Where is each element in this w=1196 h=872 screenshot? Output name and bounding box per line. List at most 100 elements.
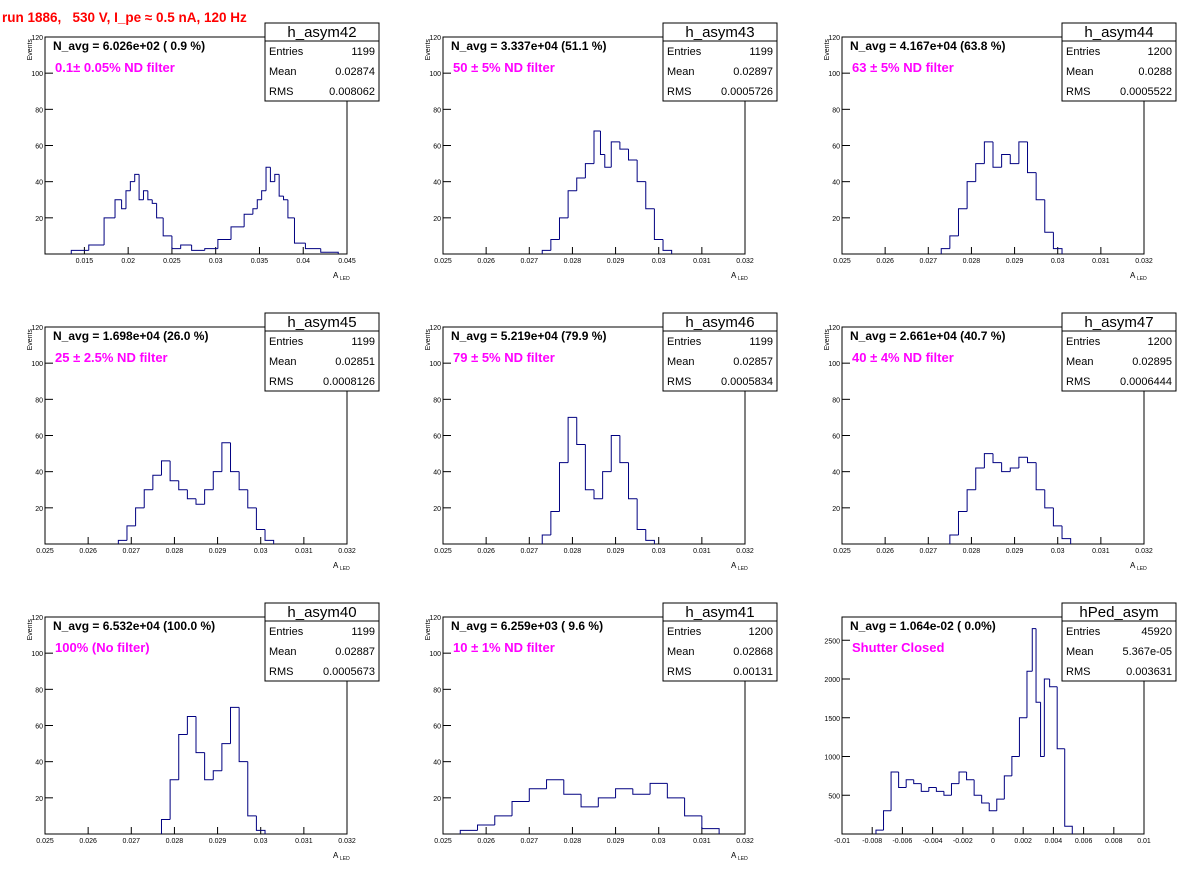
histogram-bin (204, 248, 218, 251)
histogram-bin (264, 529, 275, 544)
histogram-bin (1044, 199, 1054, 233)
x-tick-label: 0.027 (920, 548, 938, 555)
histogram-bin (576, 417, 586, 446)
y-tick-label: 80 (35, 107, 43, 114)
histogram-bin (983, 141, 993, 164)
histogram-bin (1052, 507, 1063, 527)
histogram-bin (156, 203, 164, 219)
filter-annotation: Shutter Closed (852, 640, 945, 655)
histogram-bin (988, 803, 997, 812)
histogram-bin (1018, 456, 1028, 469)
x-tick-label: 0.032 (338, 838, 356, 845)
y-tick-label: 20 (832, 216, 840, 223)
histogram-bin (511, 800, 530, 816)
y-tick-label: 40 (832, 180, 840, 187)
x-tick-label: 0.029 (607, 258, 625, 265)
y-tick-label: 100 (31, 651, 43, 658)
stats-box-title: h_asym44 (1084, 24, 1153, 41)
y-tick-label: 60 (832, 434, 840, 441)
y-tick-label: 120 (31, 615, 43, 622)
y-tick-label: 120 (31, 325, 43, 332)
y-tick-label: 40 (832, 470, 840, 477)
filter-annotation: 50 ± 5% ND filter (453, 60, 555, 75)
histogram-bin (701, 815, 720, 834)
x-tick-label: 0.027 (521, 548, 539, 555)
stats-box-row-value: 0.02895 (1132, 356, 1172, 368)
x-tick-label: 0.01 (1137, 838, 1151, 845)
histogram-bin (1027, 457, 1037, 464)
y-tick-label: 1500 (824, 716, 840, 723)
histogram-bin (162, 217, 172, 237)
x-tick-label: 0.029 (209, 548, 227, 555)
stats-box: h_asym41 Entries 1200 Mean 0.02868 RMS 0.00131 (662, 602, 778, 682)
histogram-bin (645, 529, 655, 544)
y-tick-label: 120 (828, 325, 840, 332)
histogram-panel-h_asym47: 20 40 60 80 100 120 0.025 0.026 0.027 0.028 0.029 0… (824, 312, 1177, 572)
histogram-bin (221, 442, 231, 472)
histogram-bin (1001, 154, 1011, 168)
histogram-bin (602, 471, 612, 499)
stats-box-title: h_asym45 (287, 314, 356, 331)
histogram-bin (940, 248, 950, 254)
histogram-bin (1026, 670, 1033, 718)
stats-box-row-value: 0.02851 (335, 356, 375, 368)
histogram-bin (117, 539, 127, 544)
histogram-bin (584, 163, 594, 179)
x-tick-label: 0.025 (36, 548, 54, 555)
x-tick-label: 0.029 (1006, 548, 1024, 555)
x-tick-label: 0 (991, 838, 995, 845)
stats-box-row-label: Mean (1066, 66, 1094, 78)
y-tick-label: 120 (828, 35, 840, 42)
histogram-bin (992, 141, 1002, 168)
histogram-bin (928, 787, 937, 792)
stats-box-row-label: RMS (1066, 86, 1090, 98)
x-tick-label: 0.025 (833, 258, 851, 265)
stats-box-row-value: 0.008062 (329, 86, 375, 98)
y-tick-label: 100 (429, 361, 441, 368)
x-axis-label: A (1130, 271, 1136, 280)
x-axis-label-subscript: LED (1137, 276, 1147, 282)
histogram-bin (541, 249, 551, 254)
stats-box: h_asym44 Entries 1200 Mean 0.0288 RMS 0.000552… (1061, 22, 1177, 102)
stats-box-row-value: 45920 (1141, 626, 1172, 638)
histogram-bin (528, 788, 547, 802)
y-tick-label: 500 (828, 793, 840, 800)
histogram-bin (966, 772, 975, 781)
histogram-bin (550, 239, 560, 251)
filter-annotation: 40 ± 4% ND filter (852, 350, 954, 365)
stats-box-row-value: 0.003631 (1126, 666, 1172, 678)
histogram-bin (1027, 141, 1037, 174)
filter-annotation: 10 ± 1% ND filter (453, 640, 555, 655)
y-tick-label: 2000 (824, 677, 840, 684)
x-tick-label: 0.028 (963, 548, 981, 555)
x-tick-label: 0.025 (163, 258, 181, 265)
histogram-bin (477, 824, 495, 831)
y-tick-label: 60 (35, 434, 43, 441)
histogram-bin (178, 480, 188, 491)
histogram-bin (610, 435, 620, 472)
y-tick-label: 40 (35, 180, 43, 187)
x-tick-label: 0.031 (693, 838, 711, 845)
stats-box-row-value: 0.0288 (1138, 66, 1172, 78)
stats-box-row-label: Entries (269, 46, 304, 58)
histogram-bin (950, 783, 960, 796)
histogram-bin (1044, 489, 1054, 509)
y-tick-label: 120 (429, 325, 441, 332)
histogram-bin (255, 507, 266, 531)
histogram-bin (204, 489, 214, 505)
stats-box-frame (264, 22, 380, 102)
stats-box-row-value: 1199 (749, 46, 773, 58)
histogram-bin (1011, 756, 1020, 776)
x-tick-label: 0.029 (607, 838, 625, 845)
stats-box-row-value: 1200 (1148, 46, 1172, 58)
stats-box-row-value: 0.02857 (733, 356, 773, 368)
y-tick-label: 1000 (824, 755, 840, 762)
y-tick-label: 80 (433, 687, 441, 694)
histogram-bin (597, 797, 616, 807)
stats-box-row-label: Entries (1066, 626, 1101, 638)
histogram-bin (1035, 462, 1045, 491)
navg-text: N_avg = 6.532e+04 (100.0 %) (53, 619, 215, 633)
histogram-bin (636, 498, 646, 531)
x-tick-label: 0.032 (736, 548, 754, 555)
x-tick-label: 0.03 (1051, 548, 1065, 555)
